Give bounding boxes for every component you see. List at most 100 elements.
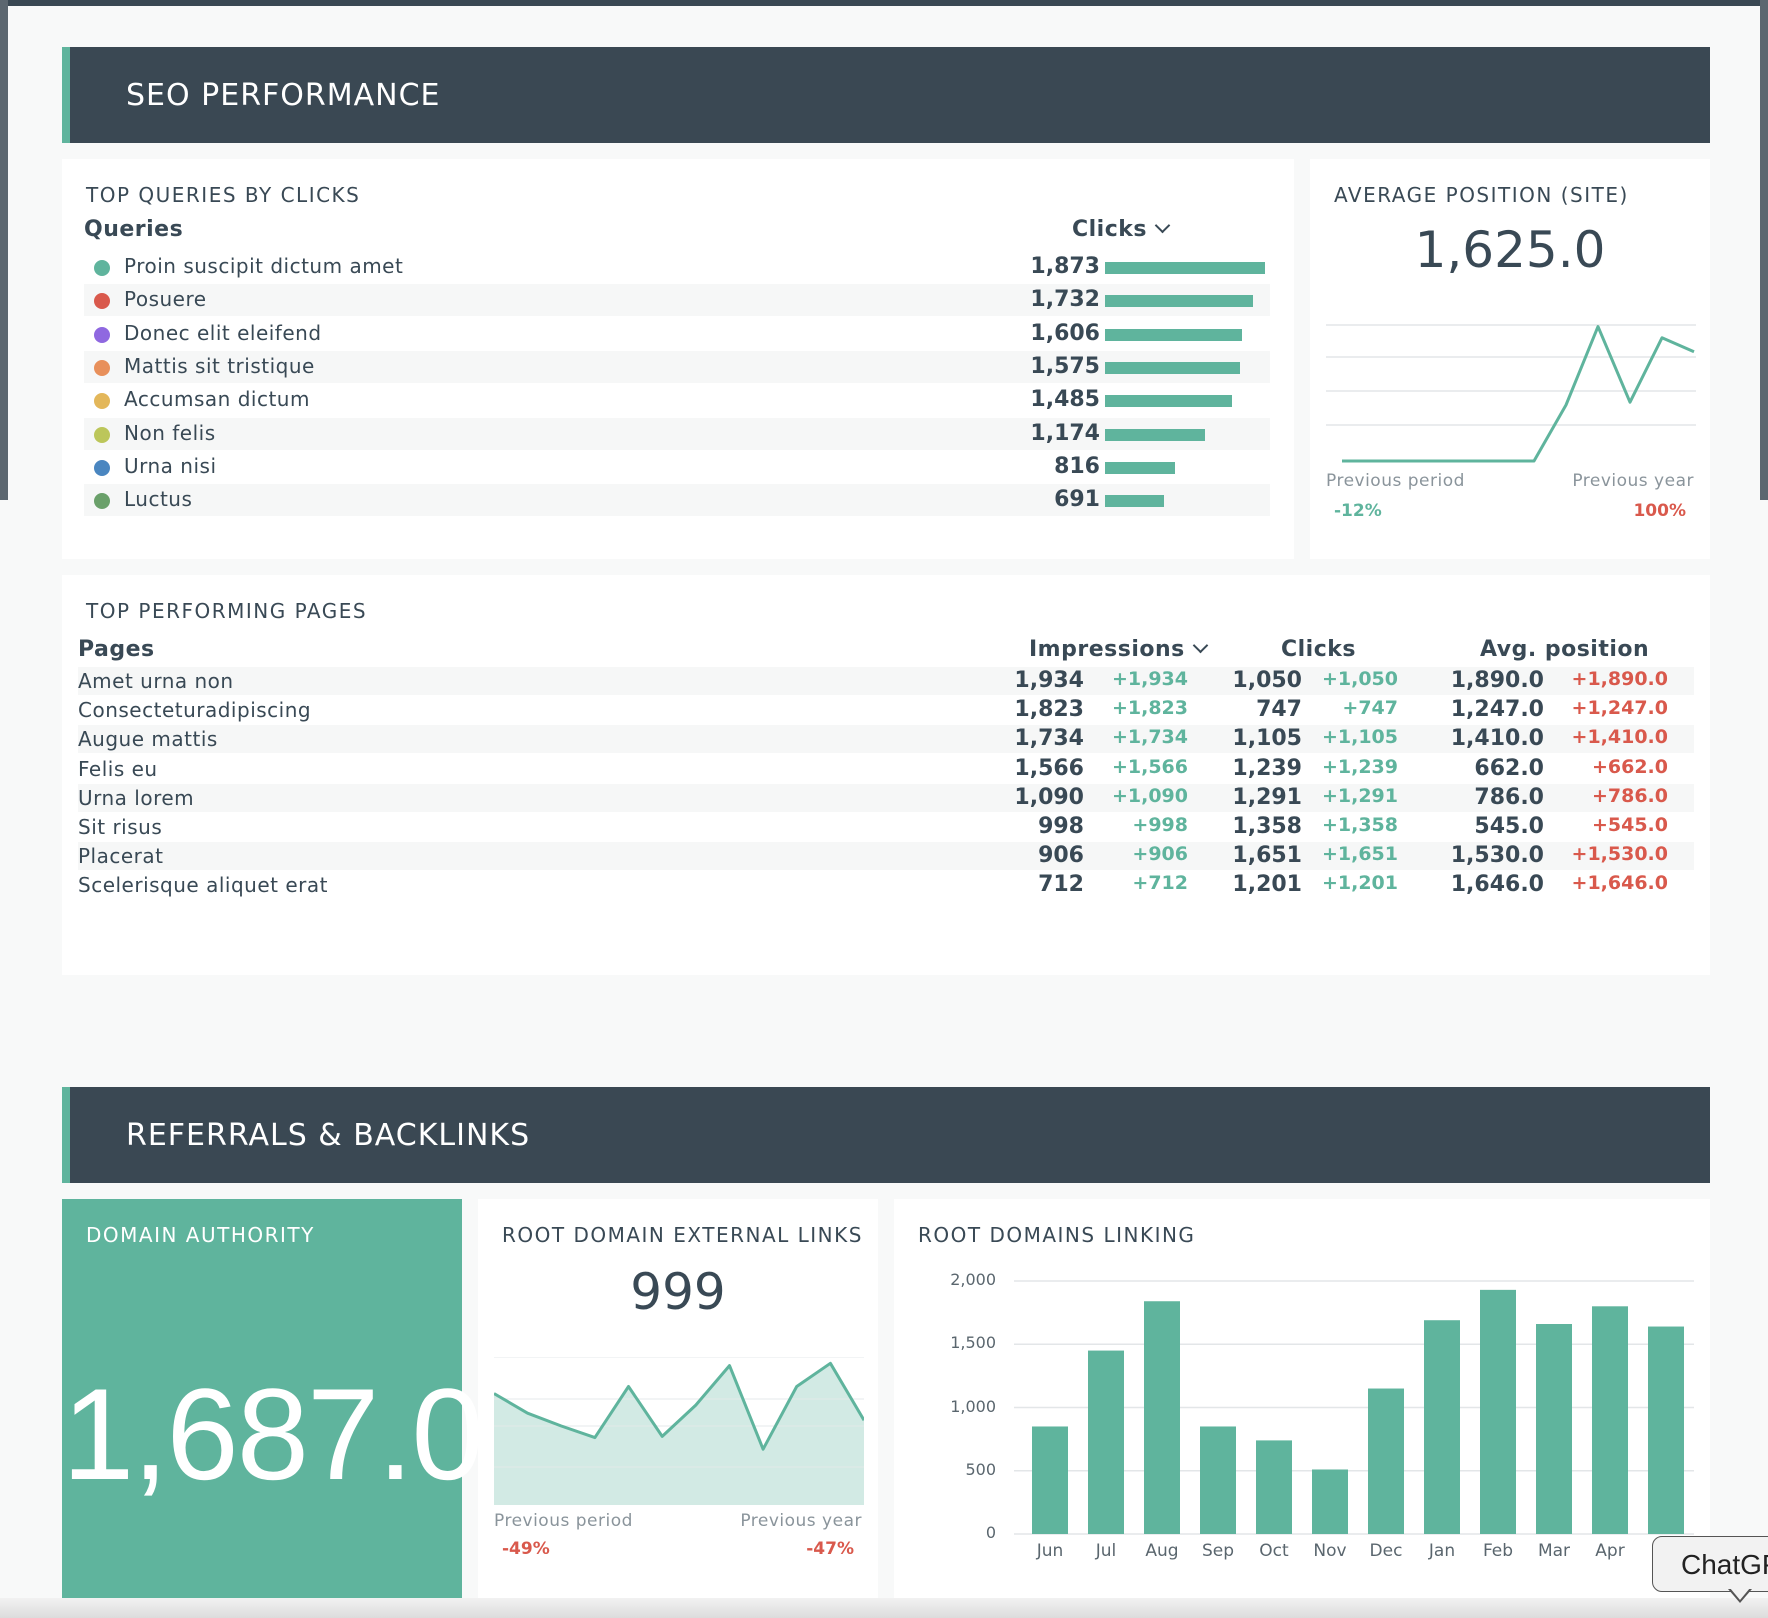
previous-year-change: -47% [806, 1539, 854, 1559]
query-label: Luctus [124, 487, 193, 512]
page-name: Urna lorem [78, 785, 195, 810]
chevron-down-icon [1192, 637, 1209, 654]
pages-column-header: Pages [78, 637, 155, 662]
clicks-value: 1,651 [1232, 843, 1302, 869]
query-row-background [84, 484, 1270, 517]
clicks-change: +1,050 [1321, 668, 1398, 690]
page-name: Scelerisque aliquet erat [78, 873, 328, 898]
y-tick-label: 1,000 [950, 1396, 996, 1416]
page-name: Consecteturadipiscing [78, 698, 312, 723]
x-tick-label: Apr [1595, 1541, 1625, 1561]
query-row-background [84, 284, 1270, 317]
query-clicks-bar [1105, 328, 1242, 341]
query-color-dot [94, 359, 110, 376]
sparkline-line [494, 1361, 864, 1451]
avg-position-value: 1,530.0 [1450, 843, 1544, 869]
query-label: Mattis sit tristique [124, 353, 315, 378]
x-tick-label: Jun [1036, 1541, 1064, 1561]
clicks-change: +1,358 [1321, 814, 1398, 836]
page-name: Amet urna non [78, 669, 234, 693]
domain-authority-card: DOMAIN AUTHORITY 1,687.0 [62, 1199, 484, 1599]
impressions-change: +1,734 [1111, 726, 1188, 749]
x-tick-label: Dec [1369, 1541, 1403, 1561]
x-tick-label: Mar [1537, 1541, 1571, 1561]
query-clicks-value: 691 [1054, 487, 1100, 513]
section-accent-bar [62, 1087, 70, 1183]
clicks-value: 1,050 [1232, 668, 1302, 693]
avg-position-value: 1,646.0 [1450, 872, 1544, 898]
top-queries-title: TOP QUERIES BY CLICKS [86, 183, 361, 207]
y-tick-label: 500 [965, 1459, 996, 1479]
x-tick-label: Nov [1313, 1541, 1347, 1561]
impressions-column-header[interactable]: Impressions [1029, 637, 1209, 662]
root-external-links-sparkline [494, 1357, 864, 1505]
bar-dec [1368, 1388, 1404, 1534]
previous-period-label: Previous period [494, 1511, 633, 1531]
page-name: Felis eu [78, 756, 158, 781]
previous-period-label: Previous period [1326, 471, 1465, 491]
query-clicks-value: 1,575 [1030, 353, 1100, 379]
query-clicks-value: 1,606 [1030, 320, 1100, 346]
query-clicks-bar [1105, 262, 1265, 274]
y-tick-label: 2,000 [950, 1270, 996, 1289]
page-row-background [78, 783, 1694, 812]
query-clicks-value: 816 [1054, 453, 1100, 479]
clicks-column-header[interactable]: Clicks [1072, 217, 1171, 242]
y-tick-label: 0 [985, 1523, 996, 1542]
impressions-change: +1,934 [1111, 668, 1188, 690]
impressions-value: 906 [1038, 843, 1084, 869]
avg-position-change: +1,646.0 [1571, 872, 1668, 895]
bar-oct [1256, 1440, 1292, 1534]
page-name: Augue mattis [78, 727, 218, 752]
average-position-title: AVERAGE POSITION (SITE) [1334, 183, 1629, 207]
clicks-column-header[interactable]: Clicks [1281, 637, 1356, 662]
avg-position-value: 1,410.0 [1450, 726, 1544, 752]
query-color-dot [94, 426, 110, 443]
x-tick-label: Sep [1201, 1541, 1235, 1561]
query-color-dot [94, 459, 110, 476]
root-external-links-value: 999 [630, 1263, 726, 1321]
avg-position-change: +545.0 [1591, 814, 1668, 836]
query-clicks-bar [1105, 428, 1205, 441]
impressions-value: 998 [1038, 814, 1084, 839]
x-tick-label: Jan [1428, 1541, 1456, 1561]
query-color-dot [94, 393, 110, 410]
query-clicks-value: 1,174 [1030, 420, 1100, 446]
previous-year-change: 100% [1633, 501, 1686, 521]
top-queries-card: TOP QUERIES BY CLICKS Queries Clicks Pro… [62, 159, 1294, 559]
avg-position-change: +662.0 [1591, 755, 1668, 778]
clicks-value: 1,291 [1232, 784, 1302, 810]
query-label: Non felis [124, 420, 216, 445]
query-clicks-value: 1,485 [1030, 387, 1100, 413]
impressions-value: 1,090 [1014, 784, 1084, 810]
root-external-links-card: ROOT DOMAIN EXTERNAL LINKS 999 Previous … [478, 1199, 878, 1599]
x-tick-label: Jul [1095, 1541, 1117, 1561]
query-clicks-bar [1105, 495, 1164, 508]
chatgpt-tooltip[interactable]: ChatGP [1652, 1536, 1768, 1592]
query-color-dot [94, 493, 110, 510]
impressions-change: +712 [1132, 872, 1188, 895]
clicks-value: 1,358 [1232, 814, 1302, 839]
bar-nov [1312, 1469, 1348, 1534]
query-color-dot [94, 260, 110, 276]
clicks-change: +1,201 [1321, 872, 1398, 895]
query-clicks-value: 1,873 [1030, 254, 1100, 279]
bar-may [1648, 1326, 1684, 1534]
query-clicks-value: 1,732 [1030, 287, 1100, 313]
query-label: Accumsan dictum [124, 387, 310, 412]
window-top-strip [0, 0, 1768, 6]
referrals-section-title: REFERRALS & BACKLINKS [126, 1118, 531, 1153]
impressions-value: 1,734 [1014, 726, 1084, 752]
avg-position-change: +786.0 [1591, 784, 1668, 807]
page-row-background [78, 842, 1694, 871]
clicks-change: +1,239 [1321, 755, 1398, 778]
clicks-change: +1,105 [1321, 726, 1398, 749]
bar-jul [1088, 1350, 1124, 1534]
clicks-column-label: Clicks [1072, 217, 1147, 242]
avg-position-column-header[interactable]: Avg. position [1480, 637, 1650, 662]
sparkline-line [1342, 325, 1695, 463]
clicks-change: +1,651 [1321, 843, 1398, 866]
impressions-change: +1,823 [1111, 697, 1188, 720]
query-clicks-bar [1105, 361, 1240, 374]
tooltip-label: ChatGP [1681, 1549, 1768, 1580]
